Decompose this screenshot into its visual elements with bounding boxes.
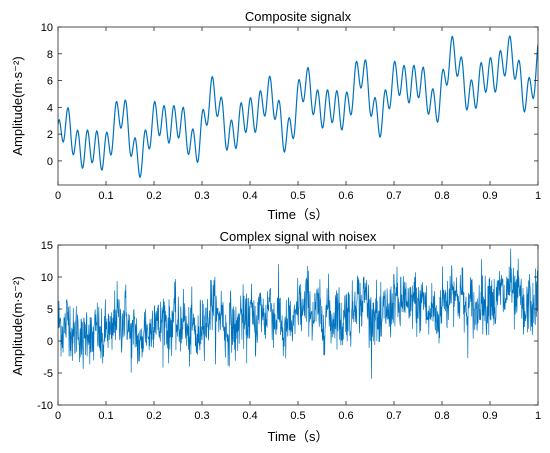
y-tick-label: 4: [47, 102, 53, 114]
subplot-noisy-signal: Complex signal with noisex 0 0.1 0.2 0.3 0.4…: [10, 229, 541, 444]
x-tick-label: 0.5: [290, 410, 305, 422]
y-axis-label: Amplitude(m·s⁻²): [10, 56, 25, 155]
y-tick-label: 5: [47, 304, 53, 316]
x-tick-label: 0.5: [290, 190, 305, 202]
y-tick-label: -5: [43, 368, 53, 380]
series-line: [58, 248, 538, 379]
x-tick-label: 0.1: [98, 190, 113, 202]
y-tick-label: 6: [47, 76, 53, 88]
x-tick-label: 0.6: [338, 410, 353, 422]
x-axis-label: Time（s）: [268, 207, 329, 222]
y-axis-label: Amplitude(m·s⁻²): [10, 276, 25, 375]
x-tick-label: 0.3: [194, 190, 209, 202]
x-tick-label: 0.9: [482, 190, 497, 202]
x-tick-label: 0.7: [386, 190, 401, 202]
chart-title: Complex signal with noisex: [220, 229, 377, 244]
x-tick-label: 1: [535, 410, 541, 422]
x-tick-label: 0: [55, 190, 61, 202]
x-tick-label: 0.6: [338, 190, 353, 202]
tick-labels: 0 0.1 0.2 0.3 0.4 0.5 0.6 0.7 0.8 0.9 1 -10 -5 0 5 10 15: [37, 240, 541, 422]
x-tick-label: 0: [55, 410, 61, 422]
x-tick-label: 0.2: [146, 190, 161, 202]
x-tick-label: 1: [535, 190, 541, 202]
y-tick-label: 10: [41, 22, 53, 34]
chart-title: Composite signalx: [245, 9, 352, 24]
x-tick-label: 0.3: [194, 410, 209, 422]
y-tick-label: 10: [41, 272, 53, 284]
x-tick-label: 0.8: [434, 410, 449, 422]
x-axis-label: Time（s）: [268, 429, 329, 444]
x-tick-label: 0.4: [242, 410, 257, 422]
y-tick-label: 0: [47, 156, 53, 168]
x-tick-label: 0.4: [242, 190, 257, 202]
x-tick-label: 0.9: [482, 410, 497, 422]
x-tick-label: 0.8: [434, 190, 449, 202]
plot-area: [57, 26, 539, 186]
y-tick-label: 15: [41, 240, 53, 252]
subplot-composite-signal: Composite signalx 0 0.1 0.2 0.3 0.4 0.5 0.6 0.7…: [10, 9, 541, 222]
x-tick-label: 0.2: [146, 410, 161, 422]
x-tick-label: 0.1: [98, 410, 113, 422]
y-tick-label: 2: [47, 129, 53, 141]
y-tick-label: 8: [47, 49, 53, 61]
x-tick-label: 0.7: [386, 410, 401, 422]
plot-area: [57, 244, 539, 406]
y-tick-label: 0: [47, 336, 53, 348]
series-line: [58, 35, 538, 179]
y-tick-label: -10: [37, 400, 53, 412]
